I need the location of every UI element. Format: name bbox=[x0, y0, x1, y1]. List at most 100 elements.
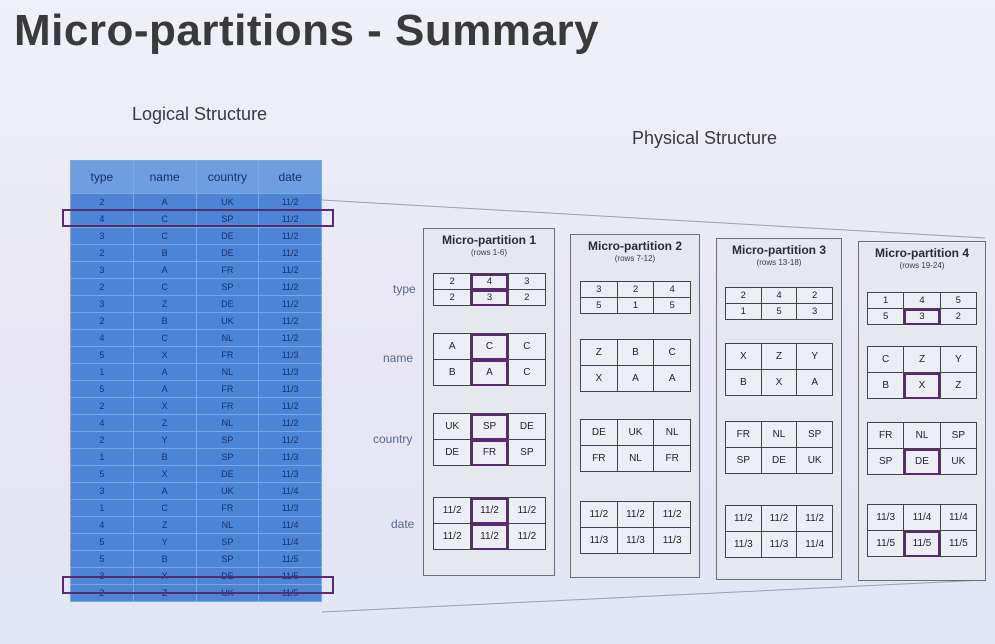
value-cell: SP bbox=[507, 439, 547, 466]
table-cell: A bbox=[132, 261, 197, 279]
table-cell: FR bbox=[195, 499, 260, 517]
micro-partition-row-range: (rows 13-18) bbox=[756, 258, 802, 267]
value-cell: 11/2 bbox=[432, 497, 472, 524]
value-cell: DE bbox=[507, 413, 547, 440]
value-cell: 4 bbox=[653, 281, 691, 298]
table-row: 5 Y SP 11/4 bbox=[70, 533, 322, 551]
table-cell: NL bbox=[195, 363, 260, 381]
value-cell: FR bbox=[866, 422, 905, 449]
table-cell: A bbox=[132, 482, 197, 500]
slide-title: Micro-partitions - Summary bbox=[14, 6, 600, 55]
value-cell: UK bbox=[616, 419, 655, 446]
value-cell: 5 bbox=[760, 303, 798, 320]
value-cell: 11/2 bbox=[470, 497, 509, 524]
table-row: 2 X FR 11/2 bbox=[70, 397, 322, 415]
table-row: 4 C NL 11/2 bbox=[70, 329, 322, 347]
value-cell: 5 bbox=[653, 297, 691, 314]
value-cell: 11/4 bbox=[939, 504, 978, 531]
value-cell: DE bbox=[580, 419, 618, 446]
table-row: 5 X DE 11/3 bbox=[70, 465, 322, 483]
micro-partition-row-range: (rows 1-6) bbox=[470, 248, 507, 257]
table-cell: B bbox=[132, 312, 197, 330]
value-cell: Z bbox=[580, 339, 618, 366]
value-cell: 2 bbox=[796, 287, 833, 304]
column-block-country: FR NL SP SP DE UK bbox=[725, 421, 833, 474]
table-cell: 11/4 bbox=[258, 516, 322, 534]
value-cell: NL bbox=[653, 419, 691, 446]
value-cell: 4 bbox=[903, 292, 941, 309]
table-cell: 11/3 bbox=[258, 380, 322, 398]
table-cell: C bbox=[132, 499, 197, 517]
value-cell: 11/2 bbox=[725, 505, 762, 532]
table-row: 2 B UK 11/2 bbox=[70, 312, 322, 330]
table-cell: 11/2 bbox=[258, 329, 322, 347]
value-cell: X bbox=[580, 365, 618, 392]
table-cell: 11/4 bbox=[258, 482, 322, 500]
table-cell: X bbox=[132, 567, 197, 585]
table-cell: 4 bbox=[70, 414, 134, 432]
value-cell: A bbox=[616, 365, 655, 392]
table-cell: 2 bbox=[70, 312, 134, 330]
column-block-country: UK SP DE DE FR SP bbox=[432, 413, 547, 466]
physical-structure-label: Physical Structure bbox=[632, 128, 778, 148]
column-header-name: name bbox=[132, 160, 197, 194]
value-cell: 1 bbox=[866, 292, 905, 309]
table-cell: 5 bbox=[70, 533, 134, 551]
table-row: 4 Z NL 11/2 bbox=[70, 414, 322, 432]
table-cell: C bbox=[132, 278, 197, 296]
value-cell: Z bbox=[903, 346, 941, 373]
table-row: 3 A UK 11/4 bbox=[70, 482, 322, 500]
value-cell: NL bbox=[903, 422, 941, 449]
column-block-date: 11/2 11/2 11/2 11/3 11/3 11/4 bbox=[725, 505, 833, 558]
value-cell: X bbox=[760, 369, 798, 396]
table-cell: 4 bbox=[70, 210, 134, 228]
value-cell: FR bbox=[580, 445, 618, 472]
table-cell: 11/2 bbox=[258, 431, 322, 449]
value-cell: B bbox=[432, 359, 472, 386]
value-cell: 2 bbox=[616, 281, 655, 298]
table-row: 3 C DE 11/2 bbox=[70, 227, 322, 245]
micro-partition-row-range: (rows 19-24) bbox=[899, 261, 945, 270]
table-cell: DE bbox=[195, 244, 260, 262]
table-cell: 1 bbox=[70, 448, 134, 466]
table-cell: 11/3 bbox=[258, 465, 322, 483]
value-cell: C bbox=[507, 333, 547, 360]
value-cell: DE bbox=[432, 439, 472, 466]
table-cell: 2 bbox=[70, 584, 134, 602]
table-cell: UK bbox=[195, 584, 260, 602]
table-cell: 2 bbox=[70, 244, 134, 262]
micro-partition-title: Micro-partition 1 bbox=[441, 233, 536, 247]
value-cell: Y bbox=[939, 346, 978, 373]
column-block-date: 11/2 11/2 11/2 11/2 11/2 11/2 bbox=[432, 497, 547, 550]
value-cell: 11/3 bbox=[580, 527, 618, 554]
table-cell: FR bbox=[195, 261, 260, 279]
table-row: 3 X DE 11/5 bbox=[70, 567, 322, 585]
table-row: 2 Y SP 11/2 bbox=[70, 431, 322, 449]
table-cell: 2 bbox=[70, 397, 134, 415]
table-cell: 3 bbox=[70, 227, 134, 245]
value-cell: 2 bbox=[507, 289, 547, 306]
value-cell: Z bbox=[760, 343, 798, 370]
micro-partition-2: Micro-partition 2 (rows 7-12) 3 2 4 5 1 5 Z B C X A A… bbox=[570, 234, 700, 578]
table-cell: FR bbox=[195, 380, 260, 398]
value-cell: 5 bbox=[866, 308, 905, 325]
value-cell: DE bbox=[760, 447, 798, 474]
table-cell: NL bbox=[195, 516, 260, 534]
value-cell: C bbox=[507, 359, 547, 386]
table-cell: X bbox=[132, 465, 197, 483]
value-cell: A bbox=[653, 365, 691, 392]
table-row: 2 Z UK 11/5 bbox=[70, 584, 322, 602]
value-cell: A bbox=[470, 359, 509, 386]
value-cell: UK bbox=[939, 448, 978, 475]
value-cell: X bbox=[903, 372, 941, 399]
attr-label-name: name bbox=[383, 351, 414, 365]
table-row: 1 B SP 11/3 bbox=[70, 448, 322, 466]
column-block-country: DE UK NL FR NL FR bbox=[580, 419, 691, 472]
table-cell: C bbox=[132, 329, 197, 347]
